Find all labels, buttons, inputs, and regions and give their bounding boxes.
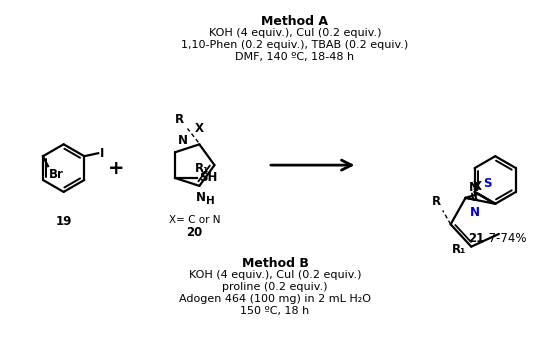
- Text: N: N: [195, 191, 205, 204]
- Text: DMF, 140 ºC, 18-48 h: DMF, 140 ºC, 18-48 h: [235, 52, 354, 62]
- Text: 20: 20: [186, 226, 203, 239]
- Text: 1,10-Phen (0.2 equiv.), TBAB (0.2 equiv.): 1,10-Phen (0.2 equiv.), TBAB (0.2 equiv.…: [181, 40, 409, 50]
- Text: X: X: [195, 122, 204, 135]
- Text: N: N: [178, 134, 188, 147]
- Text: Br: Br: [49, 168, 64, 181]
- Text: 19: 19: [56, 215, 72, 228]
- Text: R: R: [432, 195, 441, 208]
- Text: Adogen 464 (100 mg) in 2 mL H₂O: Adogen 464 (100 mg) in 2 mL H₂O: [179, 294, 371, 304]
- Text: X= C or N: X= C or N: [169, 215, 221, 225]
- Text: N: N: [469, 181, 478, 194]
- Text: proline (0.2 equiv.): proline (0.2 equiv.): [222, 282, 328, 292]
- Text: R₁: R₁: [452, 243, 466, 256]
- Text: +: +: [108, 158, 124, 178]
- Text: S: S: [483, 177, 492, 190]
- Text: R₁: R₁: [195, 162, 210, 175]
- Text: 21: 21: [469, 232, 485, 245]
- Text: Method A: Method A: [261, 15, 328, 28]
- Text: I: I: [100, 147, 104, 160]
- Text: Method B: Method B: [241, 257, 309, 270]
- Text: SH: SH: [199, 171, 217, 184]
- Text: KOH (4 equiv.), CuI (0.2 equiv.): KOH (4 equiv.), CuI (0.2 equiv.): [208, 28, 381, 38]
- Text: X: X: [473, 180, 482, 193]
- Text: , 7-74%: , 7-74%: [481, 232, 527, 245]
- Text: H: H: [206, 196, 215, 206]
- Text: R: R: [174, 113, 184, 126]
- Text: N: N: [470, 206, 480, 219]
- Text: 150 ºC, 18 h: 150 ºC, 18 h: [240, 306, 310, 316]
- Text: KOH (4 equiv.), CuI (0.2 equiv.): KOH (4 equiv.), CuI (0.2 equiv.): [189, 270, 361, 280]
